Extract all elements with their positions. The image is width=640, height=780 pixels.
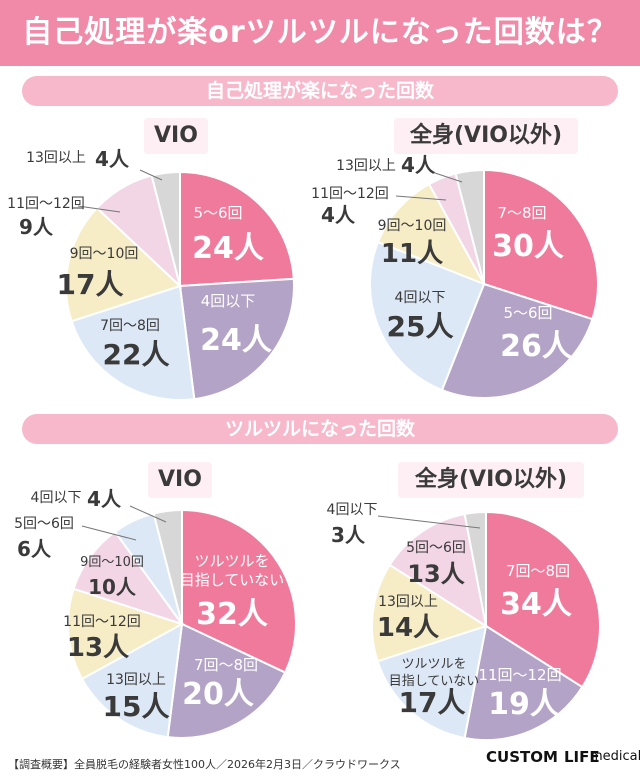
chart2-category-label-6: 13回以上 (336, 158, 396, 174)
chart3-category-label-6: 5回〜6回 (14, 516, 74, 532)
chart2-value-label-3: 25人 (387, 310, 454, 343)
survey-note: 【調査概要】全員脱毛の経験者女性100人／2026年2月3日／クラウドワークス (8, 758, 401, 771)
chart4-slice-6 (463, 510, 487, 627)
chart1-value-label-1: 24人 (192, 231, 264, 266)
chart1-leader-5 (77, 205, 121, 213)
chart3-category-label-3: 13回以上 (106, 672, 166, 688)
chart1-value-label-5: 9人 (19, 215, 54, 239)
chart4-slice-5 (388, 512, 488, 629)
chart1-value-label-4: 17人 (57, 268, 124, 301)
chart3-slice-1 (181, 508, 297, 674)
chart3-slice-7 (152, 508, 183, 625)
chart3-category-label-2: 7回〜8回 (194, 656, 258, 674)
chart4-category-label-3: ツルツルを (401, 657, 466, 672)
chart3-slice-5 (72, 530, 185, 626)
page-title: 自己処理が楽orツルツルになった回数は？ (22, 15, 618, 50)
chart4-category-label-4: 13回以上 (378, 594, 438, 610)
chart3-category-label-4: 11回〜12回 (63, 614, 141, 630)
chart1-category-label-3: 7回〜8回 (100, 318, 160, 334)
chart2-title: 全身(VIO以外) (394, 118, 578, 154)
chart2-category-label-2: 5〜6回 (503, 304, 552, 322)
chart4-category-label-6: 4回以下 (327, 502, 378, 518)
chart2-slice-1 (483, 168, 599, 321)
chart1-leader-6 (139, 169, 163, 181)
chart1-slice-1 (179, 170, 295, 288)
chart1-category-label-6: 13回以上 (26, 150, 86, 166)
chart4-value-label-6: 3人 (331, 523, 366, 547)
chart2-category-label-4: 9回〜10回 (378, 218, 447, 234)
chart4-category-label-1: 7回〜8回 (506, 562, 570, 580)
chart2-value-label-6: 4人 (401, 153, 436, 177)
chart3-category-label-1: 目指していない (180, 571, 285, 589)
chart1-category-label-5: 11回〜12回 (7, 196, 85, 212)
chart4-category-label-2: 11回〜12回 (478, 666, 561, 684)
chart3-slice-2 (166, 622, 287, 739)
logo-custom: CUSTOM (486, 748, 558, 766)
chart2-value-label-1: 30人 (492, 229, 564, 264)
logo-life: LIFE (564, 748, 600, 766)
chart2-slice-6 (454, 168, 485, 285)
chart4-leader-6 (377, 515, 481, 529)
chart1-category-label-1: 5〜6回 (193, 204, 242, 222)
chart3-title: VIO (148, 462, 212, 498)
chart2-leader-5 (395, 195, 447, 201)
chart3-value-label-3: 15人 (103, 690, 170, 723)
chart3-value-label-5: 10人 (88, 575, 137, 599)
chart4-slice-2 (463, 624, 584, 741)
chart3-value-label-6: 6人 (17, 537, 52, 561)
chart4-slice-3 (376, 624, 488, 740)
chart1-value-label-6: 4人 (95, 147, 130, 171)
chart3-leader-7 (129, 505, 167, 523)
chart4-value-label-1: 34人 (500, 587, 572, 622)
chart2-category-label-3: 4回以下 (395, 290, 446, 306)
chart4-value-label-4: 14人 (377, 613, 439, 643)
chart3-slice-3 (80, 622, 184, 739)
chart2-value-label-4: 11人 (381, 239, 443, 269)
brand-logo: CUSTOM LIFE medical (486, 748, 640, 770)
chart2-slice-4 (376, 182, 487, 286)
chart3-category-label-5: 9回〜10回 (80, 555, 144, 570)
chart2-category-label-1: 7〜8回 (497, 204, 546, 222)
chart2-slice-3 (369, 240, 486, 392)
chart3-value-label-2: 20人 (182, 677, 254, 712)
chart1-slice-4 (65, 206, 182, 323)
chart4-slice-4 (371, 563, 489, 663)
chart4-value-label-2: 19人 (488, 687, 560, 722)
chart2-slice-2 (440, 282, 594, 399)
chart3-value-label-1: 32人 (196, 597, 268, 632)
header-bar: 自己処理が楽orツルツルになった回数は？ (0, 0, 640, 66)
chart4-category-label-3: 目指していない (389, 674, 480, 689)
chart2-leader-6 (431, 171, 463, 183)
chart3-value-label-4: 13人 (67, 633, 129, 663)
chart1-value-label-3: 22人 (103, 338, 170, 371)
chart1-title: VIO (144, 118, 208, 154)
chart2-value-label-5: 4人 (321, 203, 356, 227)
chart4-category-label-5: 5回〜6回 (406, 540, 466, 556)
chart2-category-label-5: 11回〜12回 (311, 186, 389, 202)
logo-medical: medical (590, 749, 640, 764)
chart1-category-label-4: 9回〜10回 (70, 246, 139, 262)
chart3-category-label-1: ツルツルを (194, 552, 269, 570)
chart1-value-label-2: 24人 (200, 323, 272, 358)
chart4-title: 全身(VIO以外) (398, 462, 584, 498)
chart4-value-label-3: 17人 (399, 686, 466, 719)
chart3-value-label-7: 4人 (87, 487, 122, 511)
chart3-slice-4 (67, 587, 185, 681)
section-heading-smooth: ツルツルになった回数 (22, 414, 618, 444)
chart1-slice-2 (178, 277, 295, 401)
chart1-slice-3 (70, 284, 196, 401)
chart3-leader-6 (81, 525, 137, 541)
chart3-category-label-7: 4回以下 (31, 490, 82, 506)
section-heading-easier: 自己処理が楽になった回数 (22, 76, 618, 106)
chart4-value-label-5: 13人 (407, 560, 464, 588)
chart1-category-label-2: 4回以下 (201, 292, 256, 310)
chart2-value-label-2: 26人 (500, 329, 572, 364)
